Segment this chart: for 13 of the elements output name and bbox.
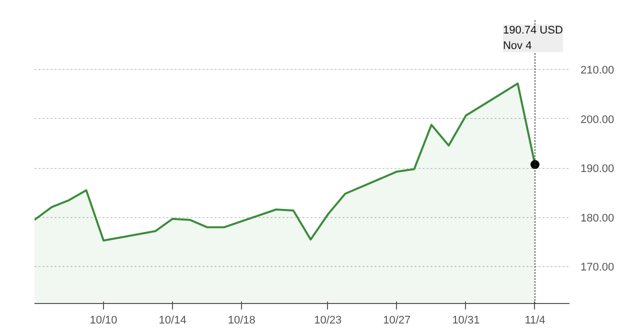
x-tick-label: 10/23 xyxy=(314,314,342,326)
x-tick-label: 10/27 xyxy=(383,314,411,326)
x-tick-label: 10/10 xyxy=(90,314,118,326)
x-tick-label: 11/4 xyxy=(524,314,546,326)
x-tick-label: 10/18 xyxy=(228,314,256,326)
y-tick-label: 210.00 xyxy=(580,64,614,77)
x-tick-label: 10/31 xyxy=(452,314,480,326)
y-tick-label: 200.00 xyxy=(580,114,614,126)
x-tick-label: 10/14 xyxy=(158,314,186,326)
annotation: 190.74 USD Nov 4 xyxy=(502,24,563,52)
y-tick-label: 170.00 xyxy=(580,262,614,274)
y-tick-label: 180.00 xyxy=(580,212,614,224)
y-tick-label: 190.00 xyxy=(580,163,614,176)
